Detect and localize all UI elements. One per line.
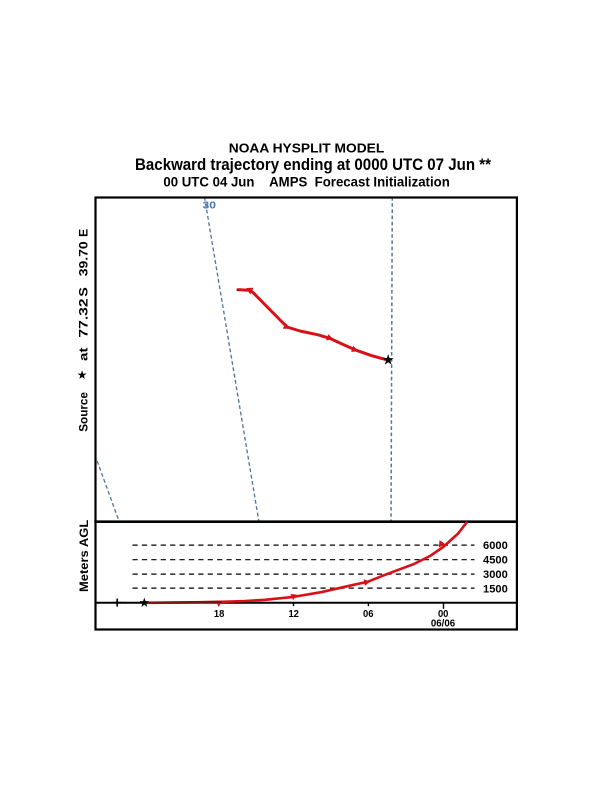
svg-text:Backward trajectory ending at: Backward trajectory ending at 0000 UTC 0… bbox=[135, 156, 491, 174]
svg-text:12: 12 bbox=[288, 608, 299, 620]
svg-text:00 UTC 04 Jun AMPS Forecas: 00 UTC 04 Jun AMPS Forecast Initializati… bbox=[163, 175, 449, 190]
svg-text:at: at bbox=[77, 348, 91, 362]
svg-text:06: 06 bbox=[363, 608, 374, 620]
svg-text:18: 18 bbox=[214, 608, 225, 620]
svg-text:06/06: 06/06 bbox=[431, 619, 456, 630]
svg-text:E: E bbox=[77, 229, 91, 237]
svg-text:6000: 6000 bbox=[483, 540, 508, 552]
svg-text:30: 30 bbox=[203, 201, 217, 212]
svg-text:4500: 4500 bbox=[483, 555, 508, 567]
svg-text:39.70: 39.70 bbox=[77, 241, 91, 276]
svg-text:00: 00 bbox=[438, 608, 449, 620]
svg-text:77.32: 77.32 bbox=[77, 298, 91, 338]
svg-text:NOAA HYSPLIT MODEL: NOAA HYSPLIT MODEL bbox=[229, 141, 385, 156]
svg-text:Meters AGL: Meters AGL bbox=[77, 520, 91, 592]
svg-text:S: S bbox=[77, 287, 91, 296]
svg-text:Source: Source bbox=[77, 392, 91, 432]
svg-text:3000: 3000 bbox=[483, 569, 508, 581]
svg-text:1500: 1500 bbox=[483, 583, 508, 595]
